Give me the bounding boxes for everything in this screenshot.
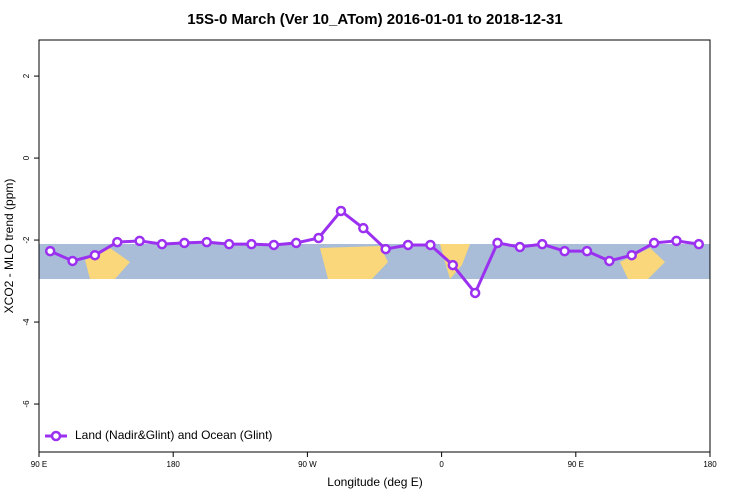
x-tick-label: 90 W — [298, 460, 317, 469]
data-point — [559, 245, 570, 257]
y-tick-label: -2 — [22, 236, 31, 244]
data-point — [223, 238, 235, 250]
x-axis-label: Longitude (deg E) — [327, 475, 422, 489]
data-point — [89, 249, 101, 261]
x-tick-label: 0 — [439, 460, 444, 469]
data-point — [626, 249, 637, 261]
data-point — [469, 287, 481, 299]
data-point — [335, 205, 347, 217]
data-point — [447, 259, 459, 271]
data-point — [67, 255, 78, 267]
data-point — [156, 238, 168, 250]
y-tick-label: -4 — [22, 318, 31, 326]
data-point — [201, 236, 212, 248]
map-background — [39, 244, 710, 279]
y-tick-label: 2 — [22, 73, 31, 78]
data-point — [290, 237, 302, 249]
data-point — [44, 245, 56, 257]
legend-marker — [50, 430, 62, 442]
data-point — [671, 235, 682, 247]
data-point — [604, 255, 615, 267]
x-tick-label: 90 E — [568, 460, 584, 469]
data-point — [537, 238, 548, 250]
data-point — [268, 239, 280, 251]
data-point — [134, 235, 145, 247]
data-point — [358, 222, 369, 234]
y-axis-label: XCO2 - MLO trend (ppm) — [2, 179, 16, 314]
data-point — [514, 241, 526, 253]
x-tick-label: 180 — [167, 460, 181, 469]
data-point — [693, 238, 705, 250]
data-point — [425, 239, 436, 251]
y-tick-label: 0 — [22, 155, 31, 160]
data-point — [581, 245, 593, 257]
plot-frame — [38, 39, 711, 453]
chart-title: 15S-0 March (Ver 10_ATom) 2016-01-01 to … — [187, 11, 562, 28]
data-point — [402, 239, 414, 251]
x-tick-label: 180 — [703, 460, 717, 469]
x-tick-label: 90 E — [31, 460, 47, 469]
data-point — [112, 236, 123, 248]
y-tick-label: -6 — [22, 400, 31, 408]
data-point — [380, 243, 391, 255]
data-point — [179, 237, 190, 249]
data-point — [246, 238, 257, 250]
data-point — [492, 237, 503, 249]
legend-label: Land (Nadir&Glint) and Ocean (Glint) — [75, 428, 272, 442]
data-point — [313, 232, 324, 244]
data-point — [648, 237, 660, 249]
